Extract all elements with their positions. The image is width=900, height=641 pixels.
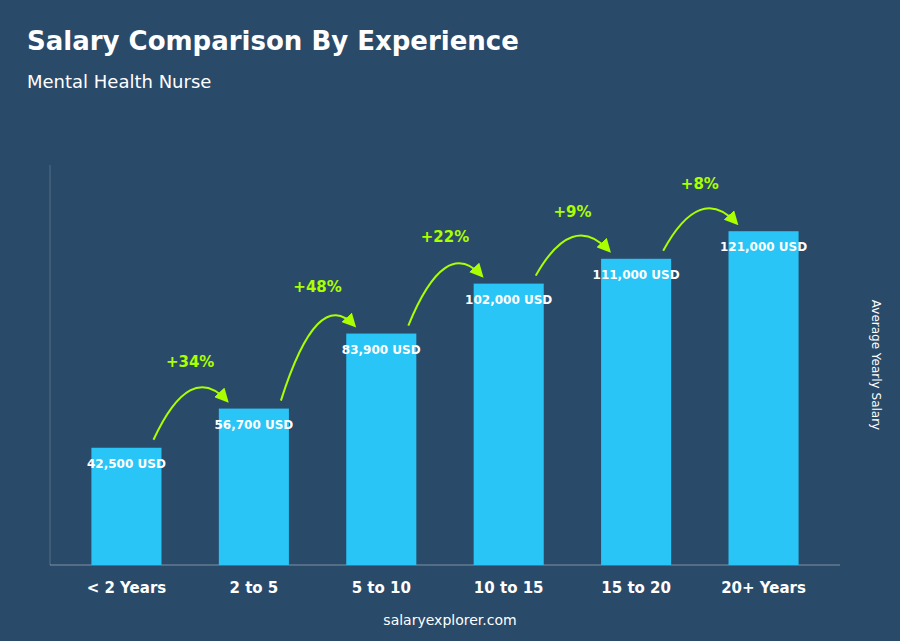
- annotation: +34%: [166, 353, 214, 371]
- x-tick-label: 15 to 20: [601, 579, 671, 597]
- x-tick-label: 5 to 10: [352, 579, 411, 597]
- bar: [346, 334, 416, 565]
- bar: [729, 231, 799, 565]
- annotation: +9%: [553, 203, 591, 221]
- source: salaryexplorer.com: [383, 612, 516, 628]
- change-arrow: [153, 387, 226, 440]
- x-tick-label: 20+ Years: [721, 579, 806, 597]
- y-axis-line: [50, 165, 51, 565]
- chart-container: Salary Comparison By Experience Mental He…: [0, 0, 900, 641]
- chart: Salary Comparison By Experience Mental He…: [0, 0, 900, 641]
- annotation: +8%: [681, 175, 719, 193]
- x-tick-label: 2 to 5: [229, 579, 278, 597]
- bar: [474, 284, 544, 565]
- x-axis-line: [50, 565, 840, 566]
- data-label: 56,700 USD: [214, 418, 293, 432]
- annotation: +22%: [421, 228, 469, 246]
- data-label: 111,000 USD: [593, 268, 680, 282]
- change-arrow: [281, 315, 354, 400]
- title: Salary Comparison By Experience: [27, 26, 519, 56]
- change-arrow: [663, 208, 736, 250]
- bars: [91, 231, 798, 565]
- bar: [601, 259, 671, 565]
- subtitle: Mental Health Nurse: [27, 71, 211, 92]
- data-label: 102,000 USD: [465, 293, 552, 307]
- change-arrow: [408, 263, 481, 325]
- x-tick-label: < 2 Years: [87, 579, 167, 597]
- data-label: 121,000 USD: [720, 240, 807, 254]
- data-label: 42,500 USD: [87, 457, 166, 471]
- data-label: 83,900 USD: [342, 343, 421, 357]
- bar: [219, 409, 289, 565]
- annotation: +48%: [293, 278, 341, 296]
- background: [0, 0, 900, 641]
- change-arrow: [536, 236, 609, 276]
- x-tick-label: 10 to 15: [474, 579, 544, 597]
- y-axis-label: Average Yearly Salary: [869, 300, 883, 430]
